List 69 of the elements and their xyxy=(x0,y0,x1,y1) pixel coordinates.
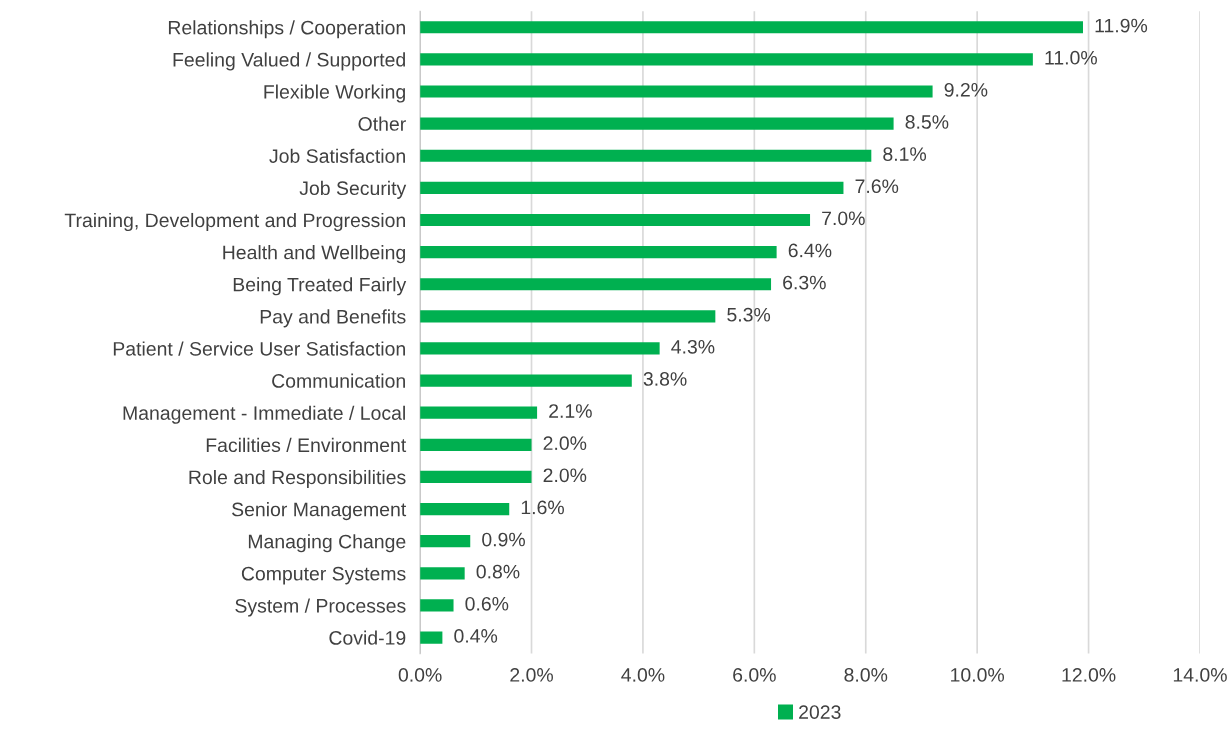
data-label: 8.5% xyxy=(905,115,949,129)
y-tick-label: Being Treated Fairly xyxy=(233,277,407,296)
bar xyxy=(420,374,632,387)
y-tick-label: Senior Management xyxy=(232,502,407,521)
data-label: 7.0% xyxy=(822,211,865,226)
data-label: 5.3% xyxy=(727,307,771,322)
y-tick-label: Facilities / Environment xyxy=(206,437,407,453)
data-label: 2.0% xyxy=(543,468,587,483)
y-tick-label: Managing Change xyxy=(248,534,406,553)
data-label: 6.4% xyxy=(788,243,832,258)
data-label: 0.9% xyxy=(482,532,525,547)
data-label: 2.1% xyxy=(549,404,592,418)
bar xyxy=(420,310,716,323)
x-tick-label: 6.0% xyxy=(733,668,776,682)
x-tick-label: 2.0% xyxy=(510,668,553,682)
data-label: 7.6% xyxy=(855,179,899,194)
y-tick-label: Pay and Benefits xyxy=(260,309,406,328)
x-tick-label: 10.0% xyxy=(951,668,1005,682)
x-tick-label: 12.0% xyxy=(1062,668,1116,682)
bar xyxy=(420,502,510,516)
bar xyxy=(420,117,894,130)
legend-label: 2023 xyxy=(799,705,841,720)
x-tick-label: 8.0% xyxy=(844,668,888,682)
y-tick-label: Other xyxy=(358,116,406,131)
bar xyxy=(420,181,844,194)
y-tick-label: Computer Systems xyxy=(241,566,406,585)
data-label: 0.4% xyxy=(454,629,498,643)
y-tick-label: Training, Development and Progression xyxy=(64,212,405,232)
x-tick-label: 4.0% xyxy=(621,668,665,682)
data-label: 0.6% xyxy=(465,596,509,611)
bar xyxy=(420,470,532,484)
data-label: 11.0% xyxy=(1045,50,1097,65)
data-label: 3.8% xyxy=(643,372,687,386)
bar xyxy=(420,21,1083,34)
bar xyxy=(420,149,872,162)
data-label: 4.3% xyxy=(671,339,715,354)
data-label: 0.8% xyxy=(476,564,520,579)
bar xyxy=(420,599,454,612)
bar xyxy=(420,342,660,355)
bar xyxy=(420,535,471,548)
y-tick-label: Health and Wellbeing xyxy=(223,245,405,264)
bar xyxy=(420,213,811,227)
y-tick-label: Flexible Working xyxy=(264,84,405,103)
y-tick-label: Management - Immediate / Local xyxy=(123,405,405,424)
bar xyxy=(420,406,538,419)
y-tick-label: Patient / Service User Satisfaction xyxy=(113,341,405,356)
bar xyxy=(420,438,532,451)
data-label: 8.1% xyxy=(883,147,927,161)
data-label: 9.2% xyxy=(944,82,988,97)
y-tick-label: System / Processes xyxy=(235,598,406,617)
bar xyxy=(420,53,1033,66)
y-tick-label: Covid-19 xyxy=(329,630,406,645)
data-label: 2.0% xyxy=(543,436,587,451)
data-label: 1.6% xyxy=(521,500,564,515)
bar xyxy=(420,567,465,580)
data-label: 6.3% xyxy=(783,275,826,290)
bar xyxy=(420,85,933,98)
data-label: 11.9% xyxy=(1095,18,1148,33)
x-tick-label: 14.0% xyxy=(1173,668,1227,682)
y-tick-label: Communication xyxy=(272,373,405,388)
bar xyxy=(420,631,443,644)
y-tick-label: Job Security xyxy=(299,180,407,199)
y-tick-label: Feeling Valued / Supported xyxy=(173,52,405,71)
y-tick-label: Relationships / Cooperation xyxy=(168,20,405,39)
x-tick-label: 0.0% xyxy=(398,668,442,682)
bar xyxy=(420,278,772,291)
bar xyxy=(420,246,777,259)
y-tick-label: Role and Responsibilities xyxy=(189,469,406,489)
y-tick-label: Job Satisfaction xyxy=(269,148,405,163)
